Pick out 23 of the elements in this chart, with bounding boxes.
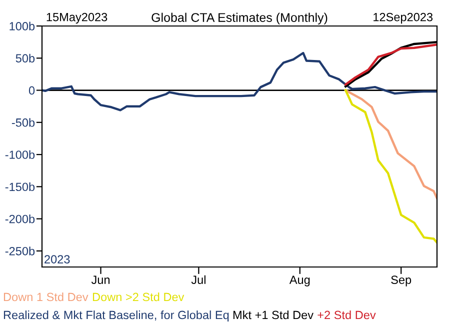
text: Down 1 Std Dev	[4, 292, 88, 302]
y-tick-label: -200b	[5, 214, 35, 224]
text: +2 Std Dev	[318, 310, 376, 320]
y-tick-label: 0	[28, 86, 35, 95]
chart-title: Global CTA Estimates (Monthly)	[152, 12, 328, 24]
line-series	[344, 89, 437, 244]
x-tick-label: Jun	[91, 276, 110, 284]
y-tick-label: -150b	[5, 182, 35, 192]
x-tick-label: Aug	[289, 276, 310, 286]
annotation: 2023	[44, 255, 70, 264]
text: 15May2023	[46, 12, 108, 24]
y-tick-label: -50b	[12, 118, 35, 127]
y-tick-label: -250b	[5, 246, 35, 256]
x-tick-label: Jul	[191, 275, 206, 284]
text: 12Sep2023	[374, 12, 433, 24]
y-tick-label: -100b	[5, 150, 35, 159]
text: Down >2 Std Dev	[92, 292, 184, 302]
y-tick-label: 50b	[16, 54, 35, 63]
x-tick-label: Sep	[391, 276, 412, 286]
text: Realized & Mkt Flat Baseline, for Global Eq	[4, 310, 229, 322]
y-tick-label: 100b	[10, 22, 35, 30]
line-series	[344, 89, 437, 200]
text: Mkt +1 Std Dev	[233, 310, 314, 320]
